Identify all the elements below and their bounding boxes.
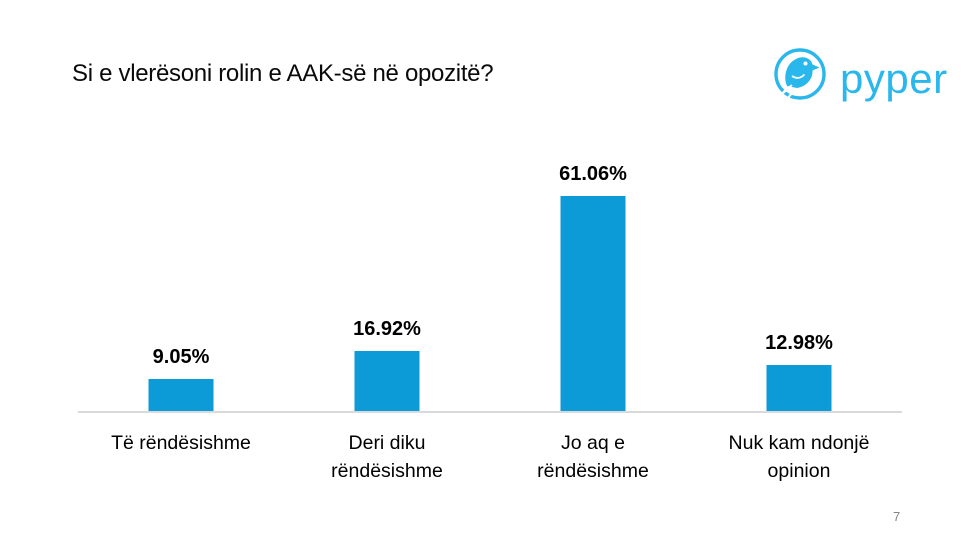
x-axis-category-labels: Të rëndësishme Deri diku rëndësishme Jo aq…	[78, 429, 902, 485]
bar-1	[148, 379, 214, 411]
category-label-3: Jo aq e rëndësishme	[537, 432, 649, 482]
bar-column-1: 9.05%	[78, 140, 284, 411]
bar-chart-plot-area: 9.05% 16.92% 61.06% 12.98%	[78, 140, 902, 413]
bar-column-4: 12.98%	[696, 140, 902, 411]
bar-column-3: 61.06%	[490, 140, 696, 411]
pyper-logo-text: pyper	[840, 55, 948, 102]
bar-value-label: 9.05%	[152, 346, 210, 368]
pyper-logo: pyper	[770, 44, 948, 115]
pyper-bird-icon	[770, 44, 832, 115]
bar-value-label: 16.92%	[353, 318, 421, 340]
bar-2	[354, 351, 420, 411]
bar-4	[766, 365, 832, 411]
chart-title: Si e vlerësoni rolin e AAK-së në opozitë…	[72, 60, 494, 87]
bar-value-label: 12.98%	[765, 332, 833, 354]
category-label-4: Nuk kam ndonjë opinion	[728, 432, 870, 482]
slide-page-number: 7	[893, 509, 901, 524]
category-label-2: Deri diku rëndësishme	[331, 432, 443, 482]
bar-column-2: 16.92%	[284, 140, 490, 411]
category-label-1: Të rëndësishme	[111, 432, 251, 454]
bar-value-label: 61.06%	[559, 163, 627, 185]
bar-3	[560, 196, 626, 411]
